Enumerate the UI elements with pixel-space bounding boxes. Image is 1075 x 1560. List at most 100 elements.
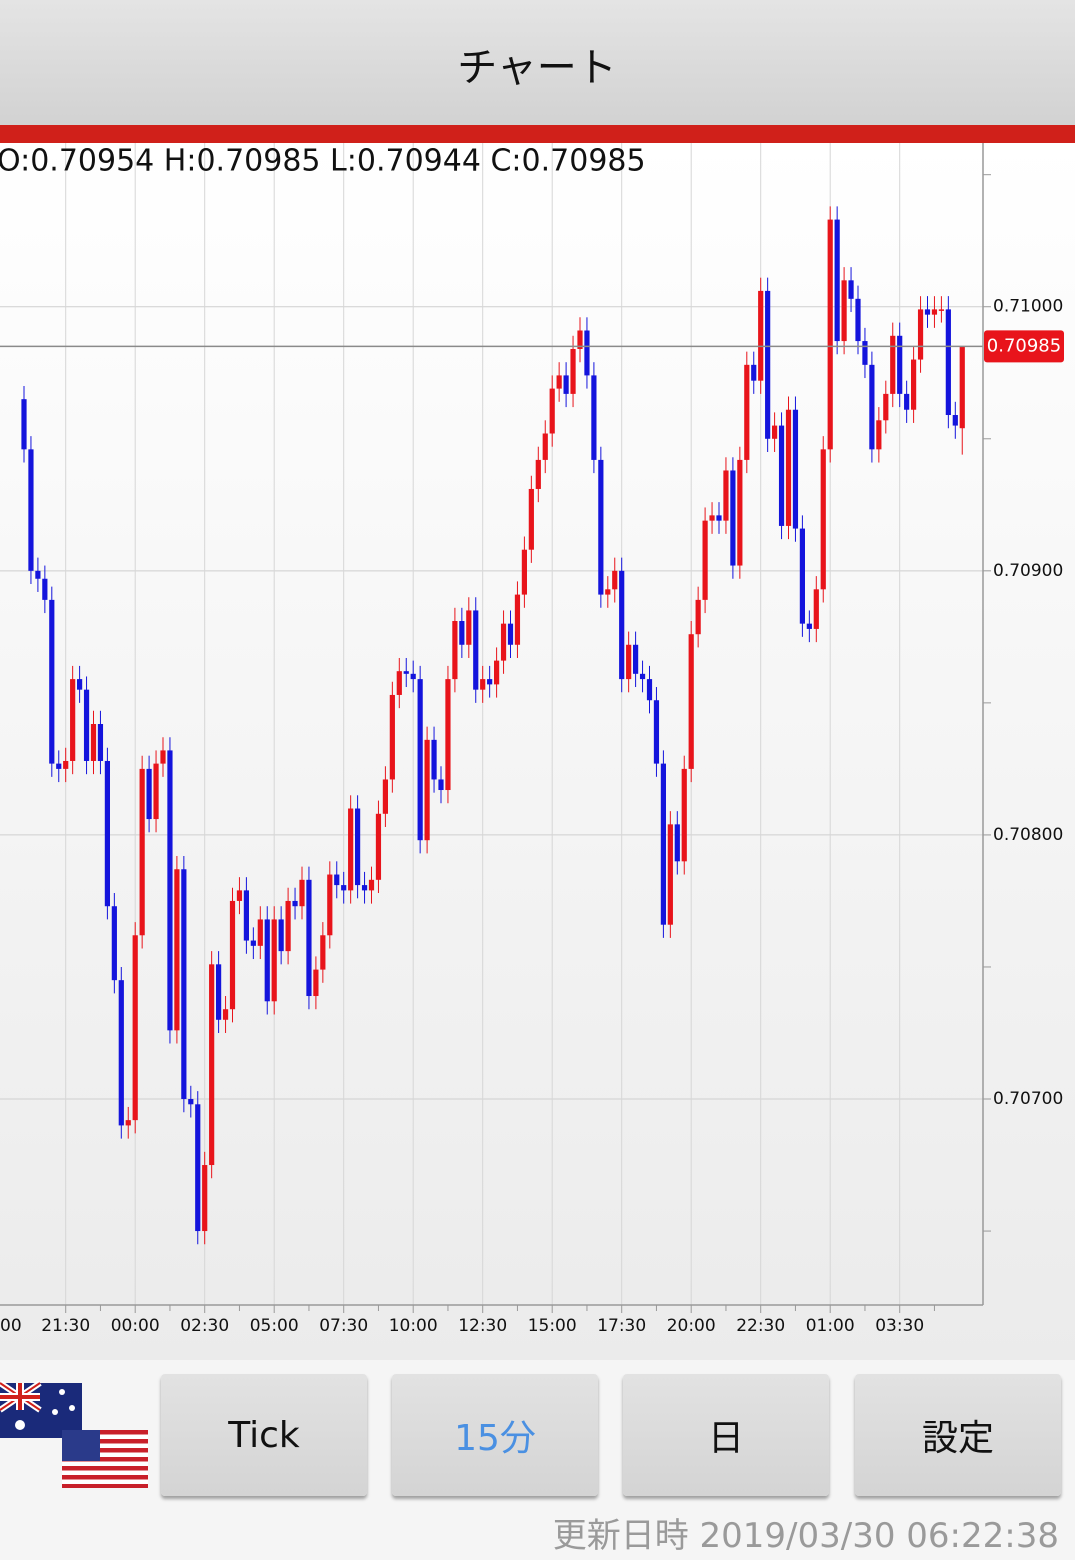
- candle-body: [146, 768, 152, 820]
- candle-body: [737, 459, 743, 566]
- candle-body: [139, 768, 145, 936]
- candle-body: [695, 599, 701, 635]
- x-tick-label: 21:30: [41, 1316, 90, 1336]
- candle-body: [327, 874, 333, 936]
- candle-body: [278, 919, 284, 952]
- candle-body: [306, 879, 312, 997]
- plot: [0, 143, 991, 1313]
- candle-body: [855, 298, 861, 342]
- candle-body: [709, 515, 715, 521]
- usd-flag: [62, 1430, 148, 1488]
- candle-body: [389, 694, 395, 780]
- candle-body: [243, 890, 249, 941]
- candle-body: [785, 409, 792, 526]
- candle-body: [876, 420, 882, 450]
- star: [15, 1420, 25, 1430]
- candle-body: [723, 470, 729, 521]
- candle-body: [584, 330, 590, 376]
- candle-body: [49, 599, 55, 764]
- candle-body: [438, 779, 444, 791]
- candle-body: [424, 739, 430, 841]
- y-tick-label: 0.71000: [993, 297, 1063, 317]
- x-tick-label: 17:30: [597, 1316, 646, 1336]
- x-tick-label: 07:30: [319, 1316, 368, 1336]
- candle-body: [403, 671, 409, 674]
- candle-body: [834, 219, 840, 342]
- candle-body: [361, 885, 368, 891]
- candle-body: [667, 824, 673, 925]
- candle-body: [911, 359, 917, 410]
- candle-body: [799, 528, 805, 624]
- candle-body: [820, 449, 826, 590]
- union-jack: [0, 1380, 42, 1413]
- candle-body: [445, 679, 451, 791]
- candle-body: [125, 1120, 131, 1126]
- candle-body: [118, 980, 124, 1126]
- candle-body: [480, 679, 486, 690]
- candle-body: [167, 750, 173, 1031]
- candle-body: [591, 375, 597, 460]
- candle-body: [674, 824, 680, 862]
- x-tick-label: 01:00: [806, 1316, 855, 1336]
- candle-body: [813, 589, 819, 629]
- last-price-label: 0.70985: [987, 335, 1061, 356]
- candle-body: [598, 459, 604, 595]
- candle-body: [945, 309, 951, 416]
- x-tick-label: 15:00: [528, 1316, 577, 1336]
- candle-body: [542, 433, 548, 460]
- x-tick-label: 00:00: [111, 1316, 160, 1336]
- candle-body: [521, 549, 527, 595]
- settings-button[interactable]: 設定: [855, 1374, 1061, 1496]
- candle-body: [396, 671, 402, 695]
- x-tick-label: 03:30: [875, 1316, 924, 1336]
- candle-body: [570, 348, 576, 394]
- candle-body: [368, 879, 375, 891]
- x-tick-label: 12:30: [458, 1316, 507, 1336]
- candle-body: [869, 364, 875, 450]
- candle-body: [132, 935, 138, 1121]
- header-bar: [0, 0, 1075, 125]
- candle-body: [111, 906, 117, 981]
- candle-body: [514, 594, 521, 645]
- candle-body: [188, 1099, 194, 1105]
- candle-body: [688, 634, 694, 769]
- candle-body: [202, 1165, 208, 1232]
- candle-body: [174, 869, 180, 1031]
- candle-body: [500, 623, 507, 661]
- candle-body: [63, 760, 69, 769]
- candle-body: [556, 375, 562, 389]
- candle-body: [264, 919, 270, 1002]
- candle-body: [21, 399, 27, 450]
- candle-body: [431, 739, 437, 780]
- candle-body: [292, 900, 298, 907]
- candle-body: [181, 869, 187, 1100]
- tick-button[interactable]: Tick: [161, 1374, 367, 1496]
- y-tick-label: 0.70800: [993, 825, 1063, 845]
- interval-button[interactable]: 15分: [392, 1374, 598, 1496]
- x-tick-label: 10:00: [389, 1316, 438, 1336]
- candle-body: [236, 890, 243, 901]
- candle-body: [257, 919, 263, 946]
- update-time: 2019/03/30 06:22:38: [699, 1516, 1059, 1556]
- candle-body: [827, 219, 833, 450]
- candle-body: [229, 900, 236, 1010]
- candle-body: [778, 425, 785, 526]
- candle-body: [904, 393, 910, 410]
- candle-body: [605, 589, 611, 595]
- x-tick-label: 22:30: [736, 1316, 785, 1336]
- candle-body: [466, 610, 472, 645]
- candle-body: [528, 488, 534, 550]
- chart: チャート O:0.70954 H:0.70985 L:0.70944 C:0.7…: [0, 0, 1075, 1360]
- candle-body: [97, 724, 104, 761]
- candle-body: [35, 570, 41, 579]
- candle-body: [341, 885, 347, 891]
- candle-body: [848, 280, 854, 299]
- candle-body: [299, 879, 305, 907]
- daily-button[interactable]: 日: [623, 1374, 829, 1496]
- x-tick-label: 00: [0, 1316, 22, 1336]
- candle-body: [890, 335, 896, 394]
- candle-body: [42, 578, 48, 600]
- candle-body: [104, 760, 110, 907]
- candle-body: [487, 679, 493, 685]
